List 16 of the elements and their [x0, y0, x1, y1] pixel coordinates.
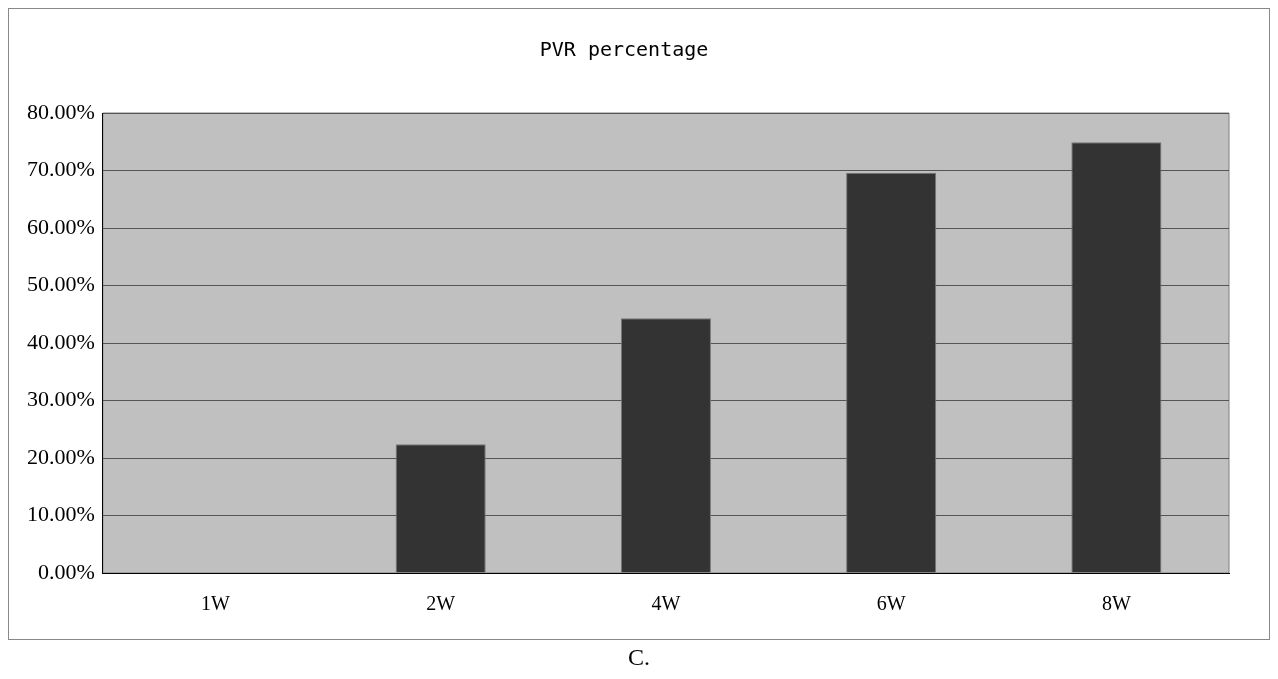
y-tick-label: 80.00% [27, 98, 95, 124]
y-tick-label: 30.00% [27, 386, 95, 412]
text: C. [627, 644, 651, 671]
x-tick-label: 1W [201, 592, 230, 615]
x-tick-label: 8W [1101, 592, 1131, 615]
x-tick-label: 4W [651, 592, 681, 615]
y-tick-label: 40.00% [27, 328, 95, 354]
x-tick-label: 2W [426, 592, 456, 615]
y-tick-label: 60.00% [27, 213, 95, 239]
x-tick-label: 6W [876, 592, 906, 615]
y-tick-label: 0.00% [38, 558, 95, 584]
y-tick-label: 50.00% [27, 271, 95, 297]
y-tick-label: 70.00% [27, 156, 95, 182]
chart-title: PVR percentage [539, 37, 709, 62]
y-tick-label: 10.00% [27, 501, 95, 527]
y-tick-label: 20.00% [27, 443, 95, 469]
